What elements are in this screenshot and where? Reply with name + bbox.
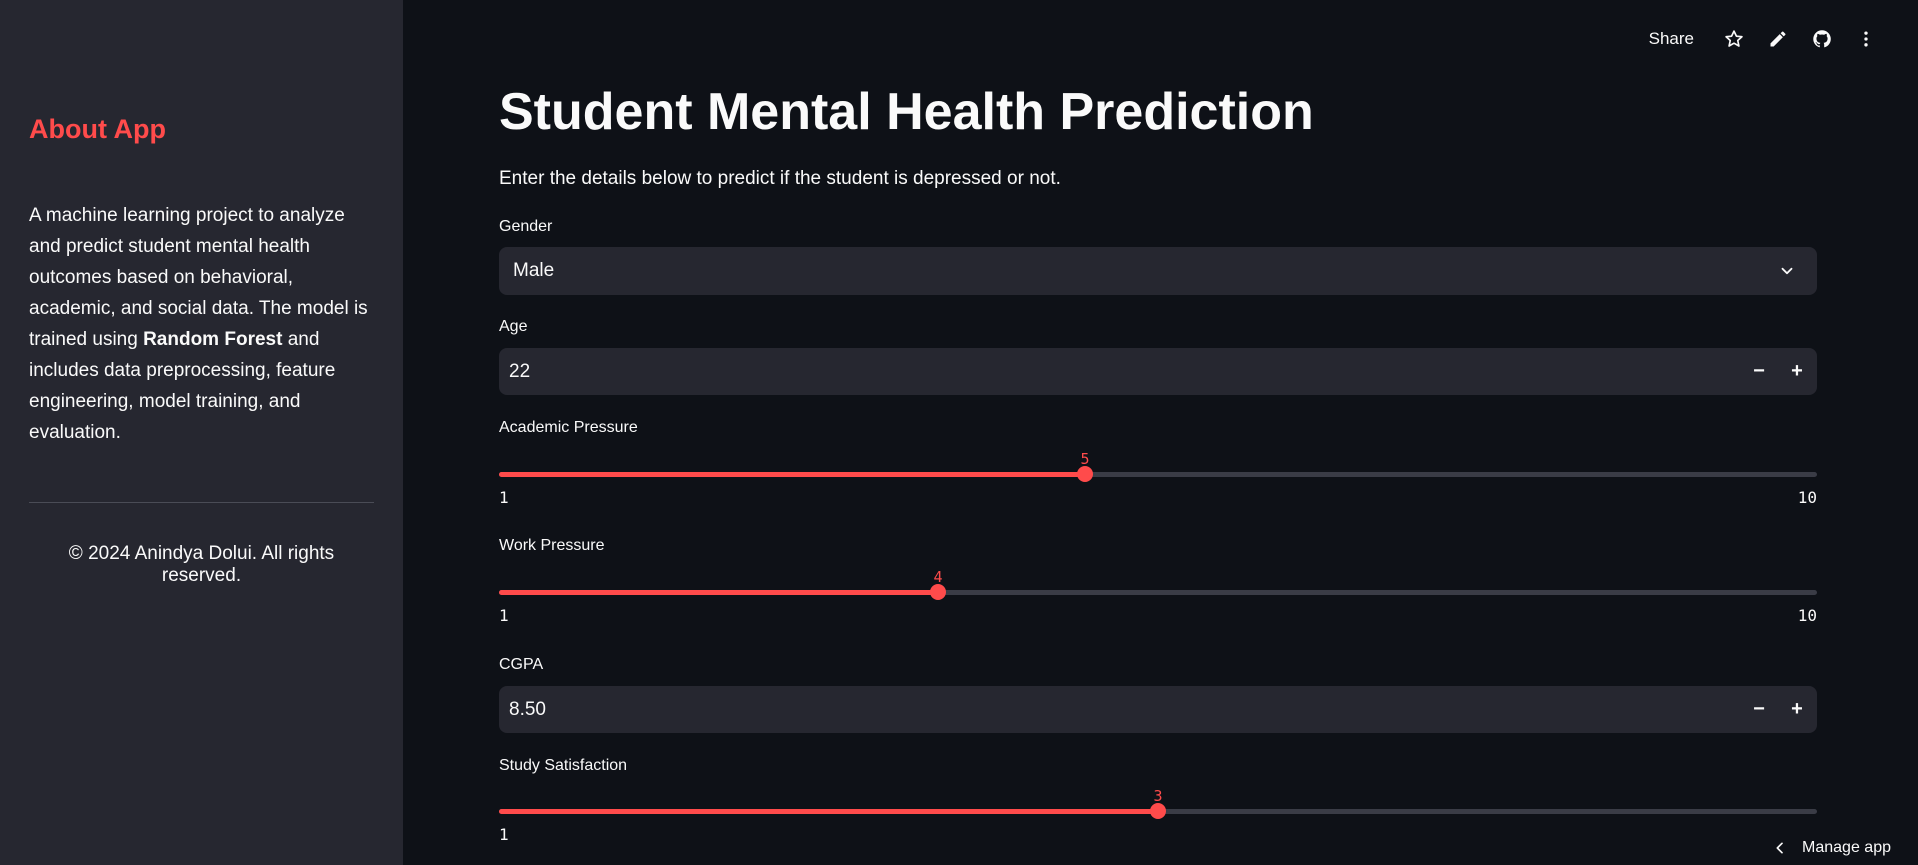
slider-thumb[interactable] [1077,466,1093,482]
chevron-down-icon [1767,262,1807,280]
slider-fill [499,472,1085,477]
app-toolbar: Share [1649,24,1888,54]
age-decrement-button[interactable]: − [1753,360,1765,382]
sidebar-desc-text-1: A machine learning project to analyze an… [29,205,368,350]
study-satisfaction-label: Study Satisfaction [499,757,628,774]
slider-fill [499,590,938,595]
age-label: Age [499,318,528,335]
manage-app-button[interactable]: Manage app [1772,839,1891,857]
github-icon[interactable] [1800,24,1844,54]
sidebar-title: About App [29,114,166,144]
star-icon[interactable] [1712,24,1756,54]
page-subtitle: Enter the details below to predict if th… [499,168,1061,189]
age-input[interactable]: 22 − + [499,348,1817,395]
slider-fill [499,809,1158,814]
manage-app-label: Manage app [1802,839,1891,856]
work-pressure-slider[interactable]: 4 1 10 [499,568,1817,628]
pencil-icon[interactable] [1756,24,1800,54]
slider-min: 1 [499,825,509,844]
academic-pressure-label: Academic Pressure [499,419,638,436]
slider-value: 4 [933,568,943,586]
cgpa-label: CGPA [499,656,544,673]
academic-pressure-slider[interactable]: 5 1 10 [499,450,1817,510]
gender-label: Gender [499,218,553,235]
cgpa-input[interactable]: 8.50 − + [499,686,1817,733]
more-vertical-icon[interactable] [1844,24,1888,54]
slider-track [499,472,1817,477]
cgpa-input-value: 8.50 [509,698,546,720]
slider-thumb[interactable] [930,584,946,600]
work-pressure-label: Work Pressure [499,537,605,554]
sidebar: About App A machine learning project to … [0,0,403,865]
slider-max: 10 [1797,488,1817,507]
slider-min: 1 [499,606,509,625]
slider-value: 5 [1080,450,1090,468]
sidebar-description: A machine learning project to analyze an… [29,200,381,448]
copyright-text: © 2024 Anindya Dolui. All rights reserve… [68,543,335,586]
gender-select-value: Male [513,260,555,281]
cgpa-increment-button[interactable]: + [1791,698,1803,720]
age-increment-button[interactable]: + [1791,360,1803,382]
sidebar-desc-text-2: and includes data preprocessing, feature… [29,329,336,443]
slider-thumb[interactable] [1150,803,1166,819]
slider-min: 1 [499,488,509,507]
page-title: Student Mental Health Prediction [499,83,1314,141]
sidebar-desc-bold: Random Forest [143,329,283,350]
gender-select[interactable]: Male [499,247,1817,295]
slider-value: 3 [1153,787,1163,805]
cgpa-decrement-button[interactable]: − [1753,698,1765,720]
slider-max: 10 [1797,606,1817,625]
age-input-value: 22 [509,360,531,382]
share-button[interactable]: Share [1648,29,1694,48]
chevron-left-icon [1776,842,1783,854]
slider-track [499,590,1817,595]
sidebar-divider [29,502,374,503]
study-satisfaction-slider[interactable]: 3 1 [499,787,1817,847]
